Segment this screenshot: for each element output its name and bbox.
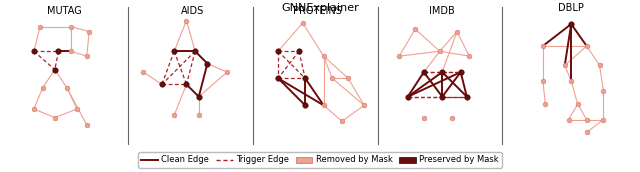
Text: GNNExplainer: GNNExplainer xyxy=(281,3,359,13)
Title: AIDS: AIDS xyxy=(181,6,204,16)
Legend: Clean Edge, Trigger Edge, Removed by Mask, Preserved by Mask: Clean Edge, Trigger Edge, Removed by Mas… xyxy=(138,152,502,168)
Title: PROTEINS: PROTEINS xyxy=(293,6,342,16)
Title: MUTAG: MUTAG xyxy=(47,6,82,16)
Title: DBLP: DBLP xyxy=(558,3,584,13)
Title: IMDB: IMDB xyxy=(429,6,455,16)
